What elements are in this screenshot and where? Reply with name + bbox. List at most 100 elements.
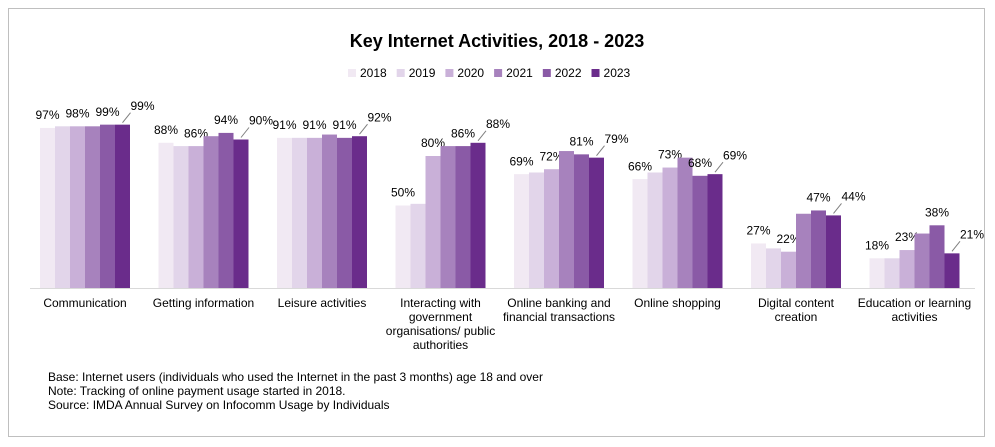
leader-line [122, 112, 131, 123]
legend-label: 2018 [360, 66, 387, 80]
legend-swatch [445, 69, 454, 77]
bar [781, 251, 796, 288]
x-tick-label: Leisure activities [277, 296, 367, 310]
chart-title: Key Internet Activities, 2018 - 2023 [350, 31, 644, 51]
bar [233, 139, 249, 288]
bar [395, 205, 411, 288]
bar [929, 225, 945, 288]
bar [425, 156, 441, 288]
x-tick-label: Online banking and financial transaction… [502, 296, 616, 324]
bar [632, 179, 648, 288]
bar [218, 132, 234, 288]
leader-line [714, 161, 724, 173]
x-tick-label: Interacting with government organisation… [385, 296, 496, 352]
footnote: Base: Internet users (individuals who us… [48, 370, 543, 384]
data-label: 18% [865, 238, 889, 252]
data-label: 91% [302, 118, 326, 132]
leader-line [596, 145, 605, 156]
x-tick-label: Education or learning activities [857, 296, 972, 324]
bar [796, 213, 811, 288]
data-label: 80% [421, 136, 445, 150]
bar [115, 124, 130, 289]
data-label: 22% [776, 232, 800, 246]
bar [869, 258, 885, 288]
bar [544, 169, 559, 288]
bar [352, 136, 367, 288]
data-label: 21% [960, 228, 984, 242]
bar [662, 167, 678, 288]
legend-swatch [542, 69, 551, 77]
bar [40, 127, 55, 288]
bar [914, 233, 930, 288]
legend-label: 2021 [506, 66, 533, 80]
bar [944, 253, 960, 288]
data-label: 23% [895, 230, 919, 244]
data-label: 91% [332, 118, 356, 132]
bar [277, 137, 292, 288]
data-label: 90% [249, 114, 273, 128]
bar [884, 258, 900, 288]
bar [292, 137, 307, 288]
bar [440, 146, 456, 288]
bar [55, 126, 70, 288]
bar [692, 175, 708, 288]
data-label: 99% [130, 99, 154, 113]
x-tick-label: Online shopping [634, 296, 721, 310]
x-tick-label: Digital content creation [757, 296, 835, 324]
leader-line [240, 127, 250, 138]
bar [455, 146, 471, 288]
legend-swatch [591, 69, 600, 77]
bar [203, 136, 219, 288]
data-label: 86% [451, 126, 475, 140]
bar [307, 137, 322, 288]
data-label: 91% [272, 118, 296, 132]
data-label: 88% [486, 117, 510, 131]
bar [337, 137, 352, 288]
leader-line [359, 123, 368, 135]
bar [70, 126, 85, 288]
legend-label: 2020 [457, 66, 484, 80]
bar [85, 126, 100, 288]
data-label: 92% [367, 110, 391, 124]
data-label: 44% [841, 190, 865, 204]
legend-label: 2022 [555, 66, 582, 80]
data-label: 81% [569, 135, 593, 149]
bar [322, 134, 337, 288]
bar [766, 248, 781, 288]
footnote: Note: Tracking of online payment usage s… [48, 384, 346, 398]
bar [100, 124, 115, 289]
bar [158, 142, 174, 288]
bar [574, 154, 589, 288]
leader-line [477, 130, 487, 142]
bar [677, 157, 693, 288]
data-label: 68% [688, 156, 712, 170]
data-label: 88% [154, 123, 178, 137]
data-label: 47% [806, 191, 830, 205]
bar [811, 210, 826, 288]
bar [410, 203, 426, 288]
footnote: Source: IMDA Annual Survey on Infocomm U… [48, 398, 390, 412]
bar [647, 172, 663, 288]
bar [899, 250, 915, 288]
leader-line [833, 203, 842, 214]
data-label: 27% [746, 224, 770, 238]
data-label: 72% [539, 149, 563, 163]
leader-line [951, 241, 961, 252]
bar [470, 142, 486, 288]
data-label: 38% [925, 205, 949, 219]
data-label: 86% [184, 126, 208, 140]
bar [751, 243, 766, 288]
bar [707, 174, 723, 288]
x-tick-label: Communication [43, 296, 127, 310]
data-label: 50% [391, 186, 415, 200]
x-tick-label: Getting information [152, 296, 255, 310]
data-label: 79% [604, 132, 628, 146]
bar [173, 146, 189, 288]
legend-swatch [396, 69, 405, 77]
bar [559, 151, 574, 288]
bar [514, 174, 529, 288]
bar [188, 146, 204, 288]
data-label: 66% [628, 159, 652, 173]
